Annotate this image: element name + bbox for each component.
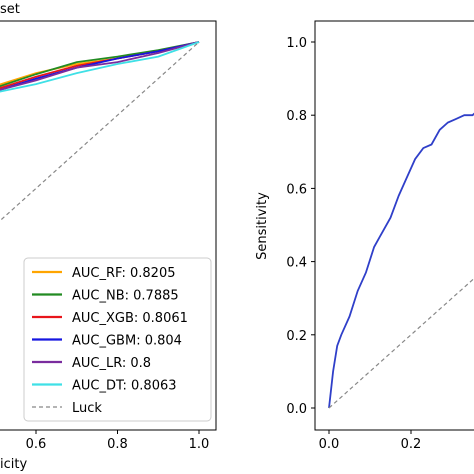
legend-label-3: AUC_GBM: 0.804 xyxy=(72,334,182,349)
right-y-tick-label: 0.2 xyxy=(286,329,307,344)
left-series-line-1 xyxy=(0,41,200,88)
left-x-tick-label: 0.8 xyxy=(107,437,128,452)
right-y-tick-label: 0.4 xyxy=(286,256,307,271)
right-roc-panel: 0.0 0.2 0.0 0.2 0.4 0.6 0.8 1.0 Sensitivity xyxy=(255,20,474,452)
legend: AUC_RF: 0.8205 AUC_NB: 0.7885 AUC_XGB: 0.8… xyxy=(23,257,212,422)
right-y-tick-label: 1.0 xyxy=(286,36,307,51)
left-x-axis-label: icity xyxy=(0,457,27,472)
right-y-tick-label: 0.8 xyxy=(286,109,307,124)
legend-label-1: AUC_NB: 0.7885 xyxy=(72,289,179,304)
right-x-tick-label: 0.2 xyxy=(401,437,422,452)
left-series-line-6 xyxy=(0,41,200,222)
legend-label-6: Luck xyxy=(72,401,102,416)
left-x-tick-label: 0.6 xyxy=(26,437,47,452)
legend-box xyxy=(23,257,212,422)
left-plot-frame xyxy=(0,20,217,431)
left-x-tick-label: 1.0 xyxy=(189,437,210,452)
left-roc-panel: 0.6 0.8 1.0 icity AUC_RF: 0.8205 AUC_NB: 0.… xyxy=(0,20,217,472)
legend-label-2: AUC_XGB: 0.8061 xyxy=(72,311,188,326)
legend-label-4: AUC_LR: 0.8 xyxy=(72,356,151,371)
legend-label-0: AUC_RF: 0.8205 xyxy=(72,266,176,281)
right-x-tick-label: 0.0 xyxy=(319,437,340,452)
right-y-tick-label: 0.6 xyxy=(286,182,307,197)
right-plot-frame xyxy=(314,20,474,431)
right-y-axis-label: Sensitivity xyxy=(255,192,270,260)
right-series-line-1 xyxy=(328,277,474,409)
left-series-line-4 xyxy=(0,41,200,91)
right-y-tick-label: 0.0 xyxy=(286,402,307,417)
right-series-line-0 xyxy=(328,112,474,409)
left-series-line-5 xyxy=(0,41,200,93)
left-chart-title: set xyxy=(0,2,20,17)
legend-label-5: AUC_DT: 0.8063 xyxy=(72,379,177,394)
